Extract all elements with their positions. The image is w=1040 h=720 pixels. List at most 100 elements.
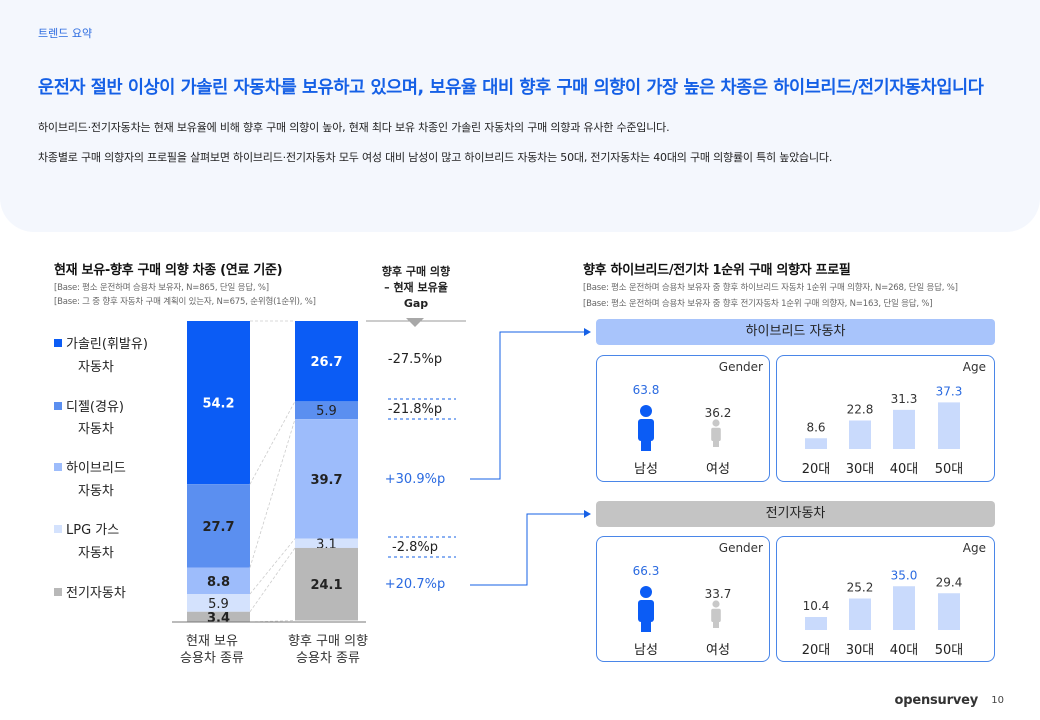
age-value: 31.3 bbox=[891, 392, 918, 406]
gap-header: 향후 구매 의향 – 현재 보유율 Gap bbox=[366, 264, 466, 312]
gender-label: Gender bbox=[718, 360, 763, 374]
legend-label: LPG 가스 bbox=[66, 523, 120, 538]
male-label: 남성 bbox=[634, 643, 658, 658]
bar-segment bbox=[295, 321, 358, 402]
age-bar bbox=[893, 586, 915, 630]
page-headline: 운전자 절반 이상이 가솔린 자동차를 보유하고 있으며, 보유율 대비 향후 … bbox=[38, 78, 984, 98]
age-value: 25.2 bbox=[847, 581, 874, 595]
legend-lpg-sub: 자동차 bbox=[78, 546, 114, 561]
bar-segment bbox=[187, 321, 250, 485]
gap-header-line: Gap bbox=[403, 297, 429, 310]
male-value: 63.8 bbox=[633, 383, 660, 397]
right-chart-title: 향후 하이브리드/전기차 1순위 구매 의향자 프로필 bbox=[583, 263, 851, 278]
profile-header-electric: 전기자동차 bbox=[596, 501, 995, 527]
gap-header-line: – 현재 보유율 bbox=[384, 281, 448, 294]
age-bar bbox=[893, 409, 915, 449]
age-bar bbox=[849, 598, 871, 630]
bar-segment bbox=[187, 484, 250, 568]
bar-connector bbox=[249, 538, 296, 595]
male-icon bbox=[638, 405, 654, 451]
electric-arrowhead bbox=[584, 510, 591, 518]
legend-diesel-sub: 자동차 bbox=[78, 422, 114, 437]
gap-label: +30.9%p bbox=[385, 472, 445, 487]
x-label-future: 향후 구매 의향 승용차 종류 bbox=[273, 633, 383, 667]
gap-header-line: 향후 구매 의향 bbox=[381, 265, 451, 278]
age-category: 30대 bbox=[846, 643, 875, 658]
hybrid-arrowhead bbox=[584, 328, 591, 336]
age-category: 30대 bbox=[846, 462, 875, 477]
female-label: 여성 bbox=[706, 643, 730, 658]
gender-box-electric: Gender bbox=[596, 536, 770, 662]
age-category: 20대 bbox=[802, 643, 831, 658]
opensurvey-logo: opensurvey bbox=[894, 693, 979, 708]
gender-box-hybrid: Gender bbox=[596, 355, 770, 482]
x-label-line: 승용차 종류 bbox=[180, 651, 244, 666]
bar-segment bbox=[295, 538, 358, 548]
legend-label: 디젤(경유) bbox=[66, 400, 124, 415]
hybrid-connector bbox=[470, 331, 584, 480]
bar-value-label: 54.2 bbox=[202, 397, 234, 412]
bar-value-label: 5.9 bbox=[208, 597, 229, 612]
female-icon bbox=[711, 419, 721, 447]
legend-gasoline-sub: 자동차 bbox=[78, 360, 114, 375]
bar-value-label: 5.9 bbox=[316, 404, 337, 419]
age-value: 37.3 bbox=[936, 384, 963, 398]
stacked-bars: 54.227.78.85.93.426.75.939.73.124.1 bbox=[187, 320, 358, 626]
summary-line-2: 차종별로 구매 의향자의 프로필을 살펴보면 하이브리드·전기자동차 모두 여성… bbox=[38, 151, 833, 164]
bar-segment bbox=[295, 401, 358, 420]
legend-lpg: LPG 가스 bbox=[54, 519, 119, 538]
age-value: 22.8 bbox=[847, 403, 874, 417]
bar-value-label: 8.8 bbox=[207, 575, 230, 590]
legend-hybrid-sub: 자동차 bbox=[78, 484, 114, 499]
header-panel bbox=[0, 0, 1040, 232]
electric-connector bbox=[470, 513, 584, 586]
gap-label: -2.8%p bbox=[392, 540, 438, 555]
legend-swatch bbox=[54, 339, 62, 347]
female-value: 36.2 bbox=[705, 406, 732, 420]
x-label-current: 현재 보유 승용차 종류 bbox=[162, 633, 262, 667]
gap-header-arrow bbox=[406, 318, 424, 327]
legend-gasoline: 가솔린(휘발유) bbox=[54, 333, 148, 352]
left-chart-title: 현재 보유-향후 구매 의향 차종 (연료 기준) bbox=[54, 263, 283, 278]
bar-value-label: 26.7 bbox=[310, 355, 342, 370]
age-bar bbox=[938, 593, 960, 630]
age-bar bbox=[805, 438, 827, 449]
gap-label: -21.8%p bbox=[388, 402, 442, 417]
age-value: 35.0 bbox=[891, 568, 918, 582]
x-label-line: 승용차 종류 bbox=[296, 651, 360, 666]
age-category: 50대 bbox=[935, 462, 964, 477]
legend-diesel: 디젤(경유) bbox=[54, 396, 124, 415]
female-value: 33.7 bbox=[705, 587, 732, 601]
bar-value-label: 27.7 bbox=[202, 520, 234, 535]
x-label-line: 현재 보유 bbox=[186, 634, 238, 649]
age-value: 8.6 bbox=[806, 420, 825, 434]
age-category: 50대 bbox=[935, 643, 964, 658]
right-base-1: [Base: 평소 운전하며 승용차 보유자 중 향후 하이브리드 자동차 1순… bbox=[583, 283, 958, 293]
bar-connector bbox=[249, 547, 296, 612]
x-label-line: 향후 구매 의향 bbox=[287, 634, 369, 649]
age-category: 40대 bbox=[890, 462, 919, 477]
bar-segment bbox=[187, 594, 250, 612]
right-base-2: [Base: 평소 운전하며 승용차 보유자 중 향후 전기자동차 1순위 구매… bbox=[583, 299, 933, 309]
bar-segment bbox=[187, 567, 250, 595]
gap-label: -27.5%p bbox=[388, 352, 442, 367]
gender-label: Gender bbox=[718, 541, 763, 555]
summary-line-1: 하이브리드·전기자동차는 현재 보유율에 비해 향후 구매 의향이 높아, 현재… bbox=[38, 121, 670, 134]
age-category: 40대 bbox=[890, 643, 919, 658]
trend-tag: 트렌드 요약 bbox=[38, 27, 93, 40]
age-value: 29.4 bbox=[936, 575, 963, 589]
age-bar bbox=[849, 420, 871, 449]
female-label: 여성 bbox=[706, 462, 730, 477]
bar-segment bbox=[187, 611, 250, 622]
page-number: 10 bbox=[991, 695, 1004, 706]
female-icon bbox=[711, 600, 721, 628]
legend-swatch bbox=[54, 525, 62, 533]
age-bar bbox=[938, 402, 960, 449]
male-value: 66.3 bbox=[633, 564, 660, 578]
gap-label: +20.7%p bbox=[385, 577, 445, 592]
male-icon bbox=[638, 586, 654, 632]
age-label: Age bbox=[962, 360, 986, 374]
age-value: 10.4 bbox=[803, 599, 830, 613]
